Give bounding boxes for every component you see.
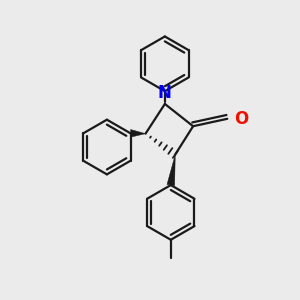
Text: O: O [234,110,248,128]
Polygon shape [167,154,175,186]
Text: N: N [158,84,172,102]
Polygon shape [130,130,146,137]
